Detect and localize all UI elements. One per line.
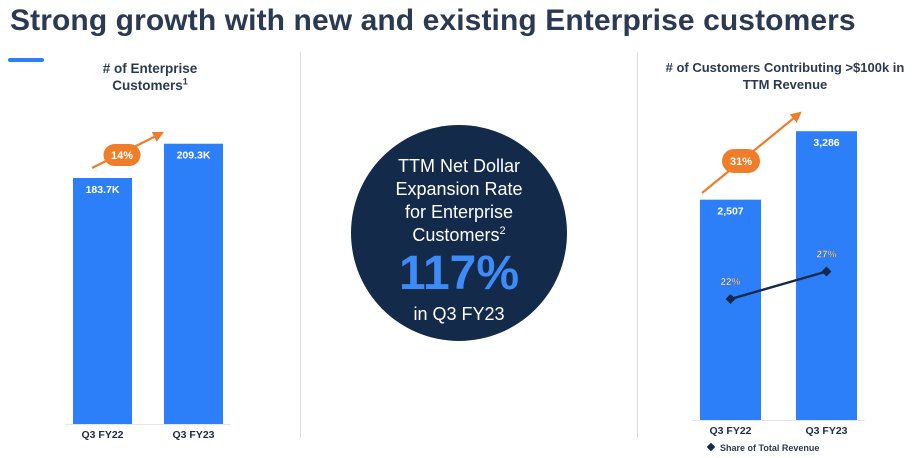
- chart2-share-point-2: [821, 266, 832, 277]
- chart1-title-footnote: 1: [182, 76, 188, 87]
- chart2-share-label-1: 22%: [720, 277, 740, 288]
- circle-label-line-2: Expansion Rate: [395, 179, 523, 199]
- chart1-title: # of Enterprise Customers1: [62, 60, 238, 94]
- chart2-share-line: [730, 270, 827, 301]
- chart2-share-point-1: [725, 294, 736, 304]
- legend-label: Share of Total Revenue: [720, 443, 820, 453]
- chart1-bar-label-2: 209.3K: [177, 150, 211, 162]
- chart1-title-line-2: Customers: [112, 78, 183, 93]
- chart2-title-line-2: TTM Revenue: [742, 77, 828, 92]
- chart2-share-label-2: 27%: [816, 250, 836, 261]
- chart1-bar-1: [73, 178, 132, 424]
- chart1-x-tick-1: Q3 FY22: [81, 429, 123, 441]
- chart1-bar-2: [164, 143, 223, 424]
- chart2-legend: Share of Total Revenue: [706, 442, 820, 453]
- circle-label-line-4: Customers: [412, 225, 500, 245]
- left-divider: [300, 52, 301, 438]
- circle-subtitle: in Q3 FY23: [413, 304, 505, 324]
- chart2-growth-badge: [722, 149, 760, 173]
- chart2-title-line-1: # of Customers Contributing >$100k in: [665, 60, 905, 75]
- circle-label-line-1: TTM Net Dollar: [397, 156, 520, 176]
- chart1-title-line-1: # of Enterprise: [102, 61, 198, 76]
- chart2-bar-label-1: 2,507: [717, 206, 743, 218]
- circle-label: TTM Net Dollar Expansion Rate for Enterp…: [351, 155, 567, 247]
- chart2-title: # of Customers Contributing >$100k in TT…: [650, 59, 920, 93]
- chart2-growth-label: 31%: [730, 156, 752, 168]
- chart1-growth-label: 14%: [111, 150, 133, 162]
- circle-label-line-3: for Enterprise: [404, 202, 514, 222]
- chart1-x-tick-2: Q3 FY23: [172, 429, 214, 441]
- chart2-x-tick-1: Q3 FY22: [709, 425, 751, 437]
- diamond-icon: [706, 442, 716, 452]
- chart2-x-tick-2: Q3 FY23: [805, 425, 847, 437]
- title-accent-bar: [8, 58, 44, 62]
- chart1-growth-badge: [103, 144, 141, 166]
- page-title: Strong growth with new and existing Ente…: [10, 4, 856, 37]
- net-dollar-expansion-circle: TTM Net Dollar Expansion Rate for Enterp…: [351, 125, 567, 341]
- chart1-bar-label-1: 183.7K: [86, 184, 120, 196]
- chart2-bar-1: [700, 199, 761, 420]
- chart2-bar-label-2: 3,286: [813, 137, 839, 149]
- circle-value: 117%: [398, 247, 520, 300]
- circle-label-footnote: 2: [499, 225, 506, 237]
- right-divider: [637, 52, 638, 438]
